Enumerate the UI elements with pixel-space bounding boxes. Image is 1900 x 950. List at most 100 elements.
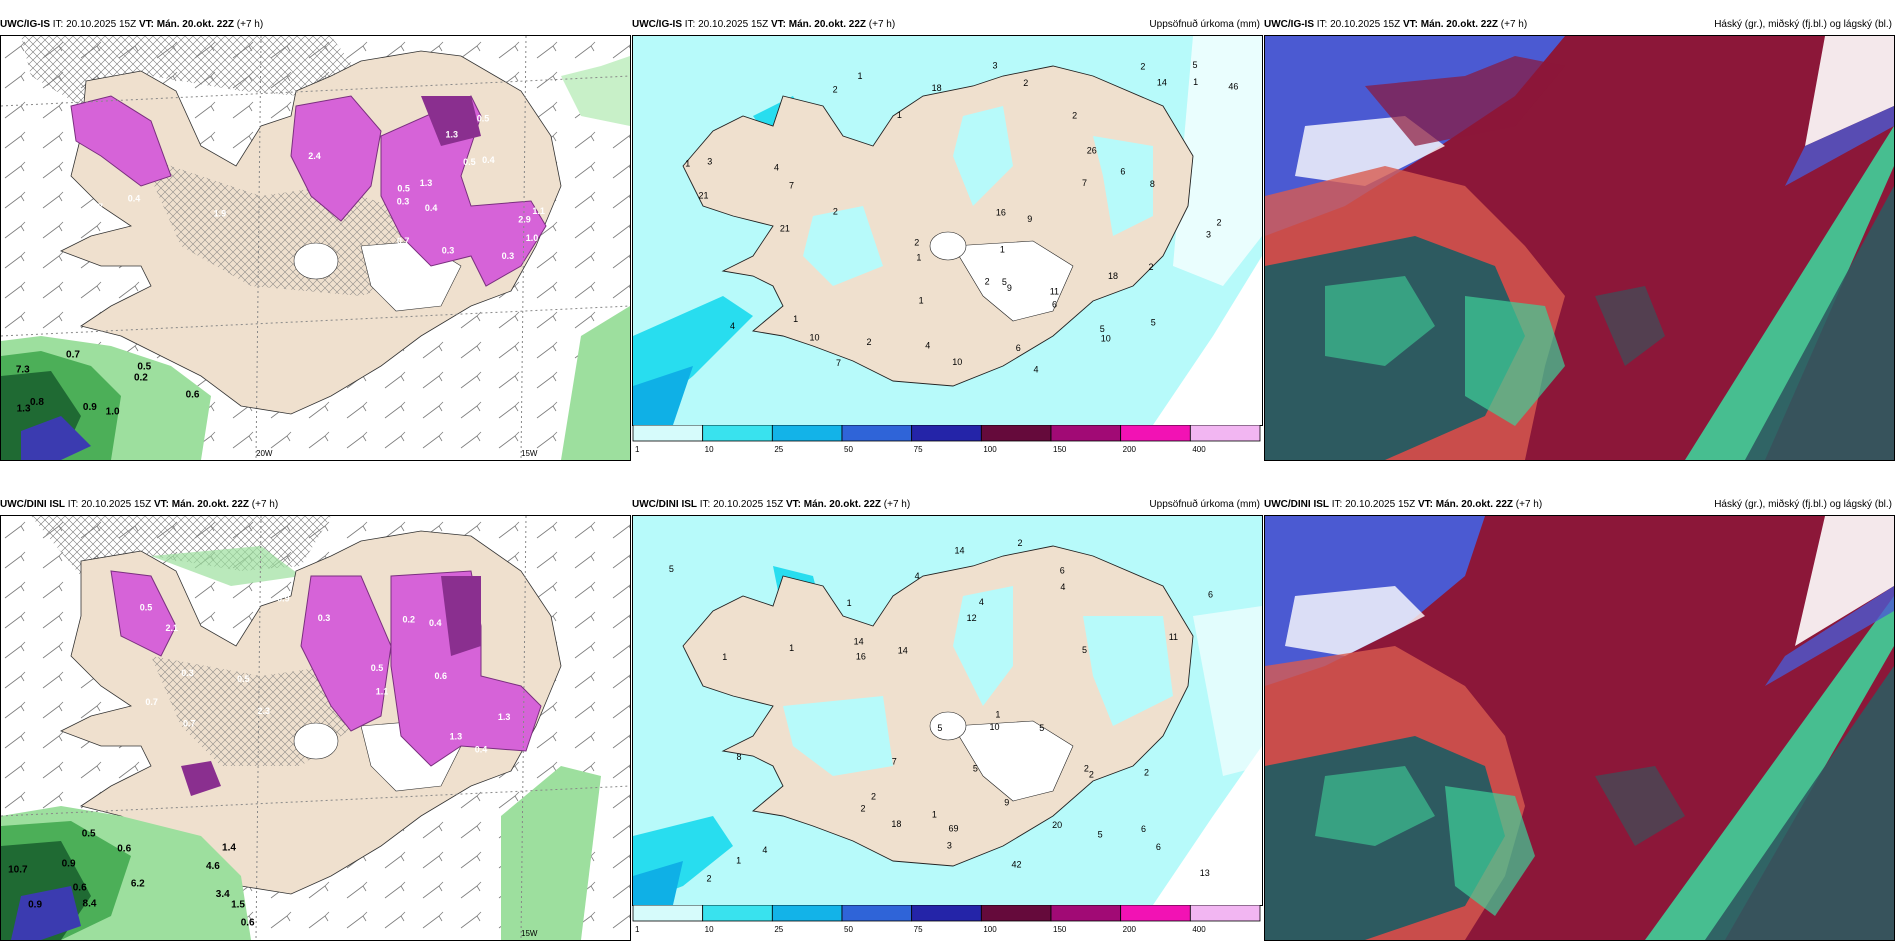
snow-value-label: 0.7 [90, 202, 103, 212]
panel-title: UWC/IG-IS IT: 20.10.2025 15Z VT: Mán. 20… [0, 19, 264, 30]
precip-value-label: 2 [1217, 217, 1222, 227]
colorbar-swatch [1050, 425, 1122, 442]
land-iceland [682, 65, 1194, 387]
precip-value-label: 7 [789, 180, 794, 190]
rain-value-label: 8.4 [83, 899, 97, 910]
cloud-map[interactable] [1264, 515, 1895, 941]
precip-value-label: 2 [833, 207, 838, 217]
precip-value-label: 2 [706, 873, 711, 883]
precip-value-label: 6 [1016, 343, 1021, 353]
precip-value-label: 2 [1072, 110, 1077, 120]
colorbar: 1 10 25 50 75 100 150 200 400 [632, 425, 1261, 454]
rain-value-label: 0.2 [134, 372, 148, 383]
precip-value-label: 10 [952, 357, 962, 367]
snow-value-label: 0.4 [482, 155, 495, 165]
precip-value-label: 6 [1141, 824, 1146, 834]
precip-value-label: 4 [774, 163, 779, 173]
snow-value-label: 0.7 [145, 697, 158, 707]
snow-value-label: 2.4 [308, 151, 321, 161]
precip-value-label: 18 [932, 83, 942, 93]
precip-value-label: 2 [860, 804, 865, 814]
colorbar-tick-label: 1 [635, 925, 640, 934]
precip-value-label: 6 [1156, 842, 1161, 852]
snow-value-label: 0.3 [181, 668, 194, 678]
snow-value-label: 2.1 [165, 623, 178, 633]
precip-value-label: 4 [730, 321, 735, 331]
precip-value-label: 5 [1151, 318, 1156, 328]
colorbar-tick-label: 10 [705, 925, 714, 934]
precip-value-label: 10 [989, 722, 999, 732]
precip-value-label: 1 [736, 855, 741, 865]
rain-value-label: 0.5 [137, 362, 151, 373]
precip-map[interactable]: 1 2 1 5 4 2 6 6 5 2 13 16 18 14 20 14 2 8 5 6 5 4 3 5 2 4 14 12 11 9 6… [632, 515, 1263, 906]
snow-value-label: 0.5 [397, 184, 410, 194]
precip-value-label: 4 [925, 340, 930, 350]
snow-value-label: 0.9 [277, 594, 290, 604]
rain-value-label: 0.8 [30, 397, 44, 408]
precip-value-label: 1 [897, 110, 902, 120]
precip-value-label: 2 [1144, 768, 1149, 778]
snow-rain-map[interactable]: 0.3 1.1 0.5 2.9 0.7 1.3 0.4 2.4 1.0 0.3 1.3 0.5 0.7 0… [0, 35, 631, 461]
snow-rain-map[interactable]: 0.4 0.3 1.1 0.5 1.3 2.1 0.7 0.5 0.4 0.3 0.2 1.3 2.3 0… [0, 515, 631, 941]
colorbar-tick-label: 50 [844, 445, 853, 454]
snow-value-label: 2.3 [257, 706, 270, 716]
panel-bottom-middle: UWC/DINI ISL IT: 20.10.2025 15Z VT: Mán.… [632, 495, 1263, 940]
precip-value-label: 13 [1200, 868, 1210, 878]
precip-value-label: 14 [898, 645, 908, 655]
precip-value-label: 14 [854, 636, 864, 646]
lon-15w-label: 15W [521, 929, 538, 938]
lon-20w-label: 20W [256, 449, 273, 458]
precip-value-label: 2 [1018, 538, 1023, 548]
colorbar-swatch [1189, 425, 1261, 442]
snow-value-label: 1.0 [526, 233, 539, 243]
precip-value-label: 3 [707, 156, 712, 166]
colorbar-tick-label: 400 [1192, 445, 1206, 454]
precip-value-label: 3 [947, 840, 952, 850]
precip-value-label: 5 [1098, 830, 1103, 840]
precip-value-label: 5 [1039, 723, 1044, 733]
colorbar-swatch [841, 905, 913, 922]
precip-title: Uppsöfnuð úrkoma (mm) [1149, 19, 1260, 30]
colorbar-tick-label: 200 [1123, 445, 1137, 454]
rain-value-label: 4.6 [206, 861, 220, 872]
colorbar-tick-label: 25 [774, 925, 783, 934]
snow-value-label: 0.4 [475, 745, 488, 755]
colorbar-tick-label: 50 [844, 925, 853, 934]
precip-value-label: 1 [1193, 77, 1198, 87]
colorbar-swatch [1120, 425, 1191, 442]
rain-value-label: 0.6 [73, 883, 87, 894]
rain-value-label: 0.9 [62, 858, 76, 869]
precip-value-label: 3 [992, 61, 997, 71]
precip-value-label: 1 [793, 314, 798, 324]
precip-value-label: 7 [836, 358, 841, 368]
rain-value-label: 6.2 [131, 879, 145, 890]
precip-value-label: 7 [892, 756, 897, 766]
precip-value-label: 11 [1169, 632, 1178, 642]
precip-value-label: 9 [1007, 283, 1012, 293]
precip-value-label: 5 [1193, 60, 1198, 70]
snow-value-label: 1.3 [445, 130, 458, 140]
precip-value-label: 20 [1052, 820, 1062, 830]
colorbar-swatch [911, 905, 982, 922]
colorbar-swatch [632, 425, 704, 442]
cloud-map[interactable] [1264, 35, 1895, 461]
snow-value-label: 2.9 [518, 214, 531, 224]
precip-value-label: 1 [685, 158, 690, 168]
rain-value-label: 0.6 [186, 390, 200, 401]
precip-value-label: 11 [1050, 287, 1059, 297]
precip-value-label: 6 [1208, 590, 1213, 600]
rain-value-label: 7.3 [16, 364, 30, 375]
precip-value-label: 2 [1140, 61, 1145, 71]
precip-value-label: 6 [1060, 566, 1065, 576]
panel-bottom-right: UWC/DINI ISL IT: 20.10.2025 15Z VT: Mán.… [1264, 495, 1895, 941]
precip-value-label: 14 [954, 545, 964, 555]
snow-value-label: 0.4 [128, 194, 141, 204]
precip-map[interactable]: 4 2 1 4 6 6 3 2 1 10 4 1 2 5 7 2 21 14 18 8 5 9 7 10 9 26 21 7 10 1 6 5… [632, 35, 1263, 426]
rain-value-label: 10.7 [8, 864, 28, 875]
precip-value-label: 5 [937, 723, 942, 733]
panel-title: UWC/DINI ISL IT: 20.10.2025 15Z VT: Mán.… [0, 499, 279, 510]
precip-value-label: 8 [1150, 179, 1155, 189]
rain-value-label: 0.6 [117, 844, 131, 855]
precip-value-label: 18 [1108, 271, 1118, 281]
colorbar-swatch [702, 425, 773, 442]
